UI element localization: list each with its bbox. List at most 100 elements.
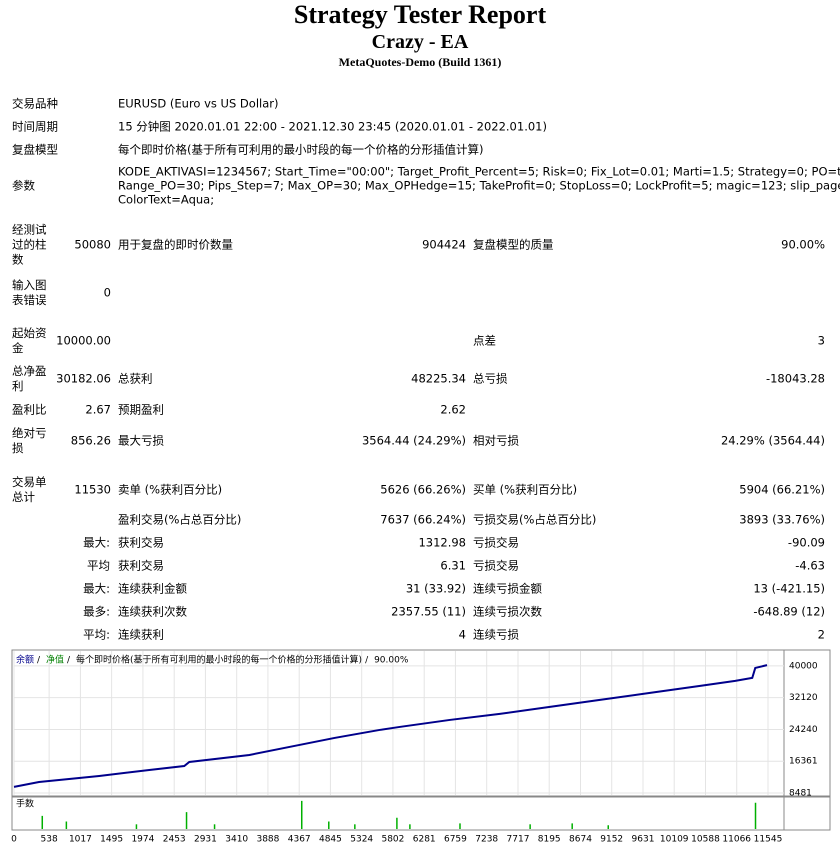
- volume-bar: [571, 823, 573, 829]
- stat-label: 复盘模型的质量: [473, 237, 554, 252]
- stat-value: 3893 (33.76%): [739, 512, 825, 527]
- server: MetaQuotes-Demo (Build 1361): [338, 55, 502, 69]
- stat-value: 904424: [422, 237, 466, 252]
- x-tick-label: 6281: [413, 835, 436, 845]
- stat-value: 2357.55 (11): [391, 604, 466, 619]
- stat-value: 90.00%: [781, 237, 825, 252]
- volume-bar: [185, 812, 188, 829]
- stat-value: -4.63: [795, 558, 825, 573]
- y-tick-label: 24240: [789, 725, 818, 735]
- x-tick-label: 10109: [660, 835, 689, 845]
- volume-bar: [65, 821, 68, 829]
- stat-label: 总获利: [118, 371, 153, 386]
- stat-prefix: 最多:: [83, 604, 110, 619]
- stat-value: 10000.00: [56, 333, 111, 348]
- stat-value: 30182.06: [56, 371, 111, 386]
- stat-value: 4: [458, 627, 466, 642]
- stat-label: 盈利比: [12, 402, 47, 417]
- stat-label: 输入图表错误: [12, 278, 47, 307]
- setting-value: EURUSD (Euro vs US Dollar): [118, 96, 279, 111]
- balance-line: [13, 664, 768, 788]
- x-tick-label: 3410: [225, 835, 248, 845]
- stat-label: 点差: [473, 333, 496, 348]
- volume-bar: [459, 823, 461, 829]
- stat-label: 连续获利金额: [118, 581, 187, 596]
- x-tick-label: 11545: [754, 835, 783, 845]
- legend-separator: /: [67, 656, 71, 666]
- stat-value: -18043.28: [765, 371, 825, 386]
- y-tick-label: 8481: [789, 789, 812, 799]
- stat-label: 卖单 (%获利百分比): [118, 482, 223, 497]
- report-title: Strategy Tester Report: [293, 0, 547, 29]
- x-tick-label: 2453: [163, 835, 186, 845]
- x-tick-label: 9152: [600, 835, 623, 845]
- volume-bar: [396, 817, 398, 829]
- setting-label: 交易品种: [12, 96, 58, 111]
- x-tick-label: 3888: [256, 835, 279, 845]
- x-tick-label: 7717: [507, 835, 530, 845]
- setting-label: 参数: [12, 178, 35, 193]
- volume-bar: [529, 824, 531, 829]
- x-tick-label: 8674: [569, 835, 592, 845]
- stat-label: 最大亏损: [118, 433, 164, 448]
- stat-label: 获利交易: [118, 535, 164, 550]
- parameter-line: ColorText=Aqua;: [118, 192, 215, 207]
- stat-label: 盈利交易(%占总百分比): [118, 512, 242, 527]
- x-tick-label: 1017: [69, 835, 92, 845]
- setting-value: 每个即时价格(基于所有可利用的最小时段的每一个价格的分形插值计算): [118, 142, 484, 157]
- y-tick-label: 16361: [789, 757, 818, 767]
- x-tick-label: 5324: [350, 835, 373, 845]
- setting-label: 时间周期: [12, 119, 58, 134]
- x-tick-label: 10588: [691, 835, 720, 845]
- ea-name: Crazy - EA: [371, 31, 469, 53]
- setting-label: 复盘模型: [12, 142, 58, 157]
- x-tick-label: 6759: [444, 835, 467, 845]
- x-tick-label: 538: [41, 835, 58, 845]
- stat-label: 连续亏损金额: [473, 581, 542, 596]
- stat-label: 起始资金: [12, 326, 47, 355]
- y-tick-label: 40000: [789, 661, 818, 671]
- legend-separator: /: [365, 656, 369, 666]
- x-tick-label: 8195: [538, 835, 561, 845]
- stat-prefix: 最大:: [83, 581, 110, 596]
- volume-bar: [354, 824, 356, 829]
- stat-value: 6.31: [440, 558, 466, 573]
- stat-value: 7637 (66.24%): [380, 512, 466, 527]
- x-tick-label: 4367: [288, 835, 311, 845]
- x-tick-label: 4845: [319, 835, 342, 845]
- stat-label: 总净盈利: [12, 364, 47, 393]
- x-tick-label: 9631: [632, 835, 655, 845]
- stat-prefix: 最大:: [83, 535, 110, 550]
- stat-label: 亏损交易: [473, 535, 519, 550]
- setting-value: 15 分钟图 2020.01.01 22:00 - 2021.12.30 23:…: [118, 119, 547, 134]
- x-tick-label: 2931: [194, 835, 217, 845]
- x-tick-label: 11066: [722, 835, 751, 845]
- stat-label: 连续获利: [118, 627, 164, 642]
- stat-value: 13 (-421.15): [753, 581, 825, 596]
- volume-bar: [328, 821, 330, 829]
- stat-label: 经测试过的柱数: [12, 222, 47, 267]
- legend-entry: 净值: [46, 654, 64, 666]
- stat-label: 亏损交易(%占总百分比): [473, 512, 597, 527]
- stat-value: 11530: [74, 482, 111, 497]
- volume-bar: [607, 825, 609, 829]
- volume-bar: [213, 824, 216, 829]
- volume-frame: [11, 796, 831, 831]
- stat-label: 总亏损: [473, 371, 508, 386]
- stat-value: -90.09: [787, 535, 825, 550]
- stat-label: 亏损交易: [473, 558, 519, 573]
- parameter-line: KODE_AKTIVASI=1234567; Start_Time="00:00…: [118, 164, 840, 179]
- quality-label: 90.00%: [374, 656, 409, 666]
- stat-value: 3564.44 (24.29%): [361, 433, 466, 448]
- stat-label: 连续获利次数: [118, 604, 187, 619]
- stat-value: -648.89 (12): [753, 604, 825, 619]
- stat-label: 连续亏损: [473, 627, 519, 642]
- volume-label: 手数: [16, 798, 34, 810]
- stat-value: 2.62: [440, 402, 466, 417]
- volume-bar: [41, 815, 44, 829]
- x-tick-label: 0: [11, 835, 17, 845]
- stat-label: 用于复盘的即时价数量: [118, 237, 233, 252]
- stat-value: 24.29% (3564.44): [720, 433, 825, 448]
- x-tick-label: 1974: [131, 835, 154, 845]
- x-tick-label: 1495: [100, 835, 123, 845]
